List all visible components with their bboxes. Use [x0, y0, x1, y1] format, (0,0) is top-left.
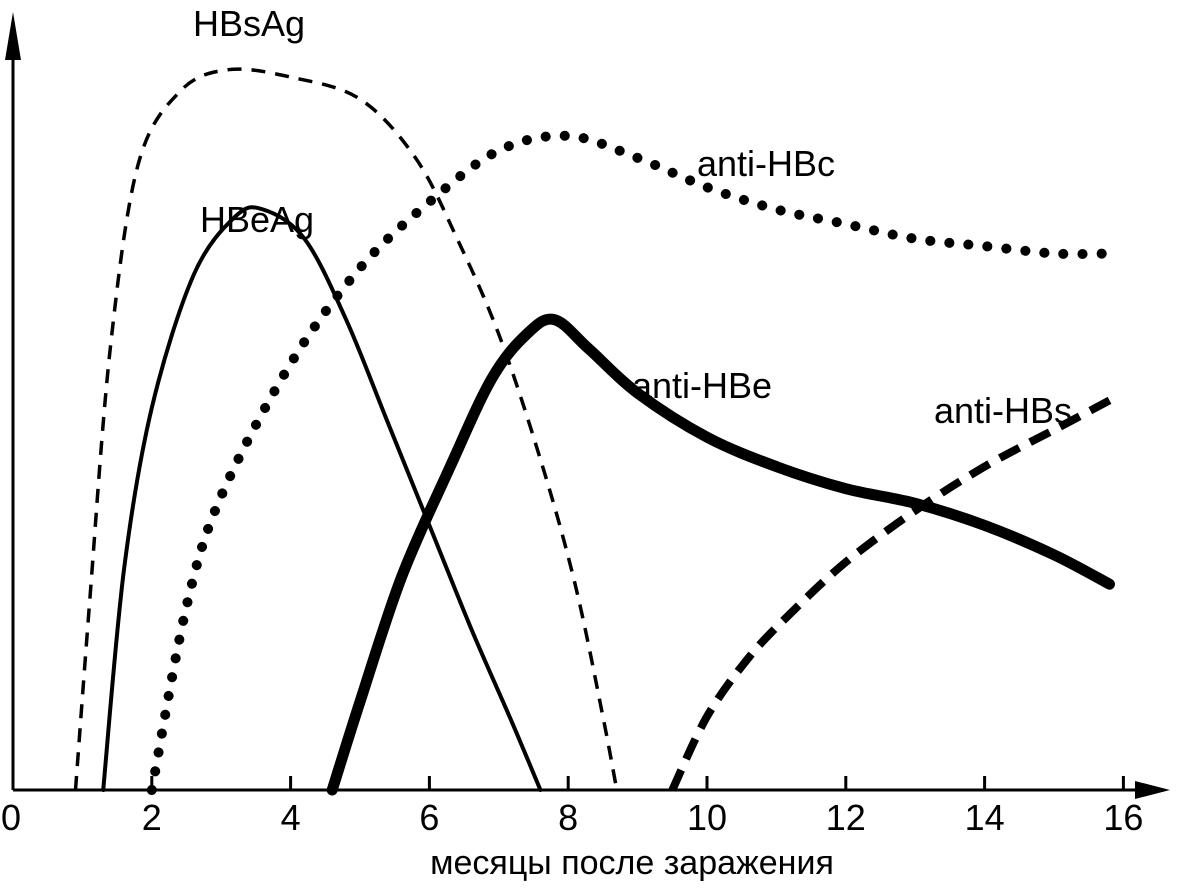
series-label-anti-hbs: anti-HBs: [934, 390, 1072, 431]
x-axis-label: месяцы после заражения: [430, 844, 834, 882]
x-tick-label: 8: [558, 797, 578, 838]
x-tick-label: 2: [142, 797, 162, 838]
series-line-anti-hbs: [668, 396, 1112, 792]
x-tick-label: 4: [281, 797, 301, 838]
x-tick-label: 12: [826, 797, 866, 838]
x-ticks: 0 2 4 6 8 10 12 14 16: [1, 776, 1143, 838]
series-line-hbeag: [101, 205, 543, 792]
axes: [5, 12, 1170, 799]
series-label-anti-hbc: anti-HBc: [697, 143, 835, 184]
series-layer: [73, 67, 1115, 796]
series-label-hbsag: HBsAg: [193, 3, 305, 44]
series-labels: HBsAg HBeAg anti-HBc anti-HBe anti-HBs: [193, 3, 1072, 431]
x-tick-label: 10: [687, 797, 727, 838]
series-label-anti-hbe: anti-HBe: [632, 365, 772, 406]
series-line-hbsag: [73, 67, 619, 791]
x-tick-label: 16: [1103, 797, 1143, 838]
y-axis-arrow-icon: [5, 12, 21, 60]
series-line-anti-hbe: [326, 313, 1115, 796]
x-tick-label: 0: [1, 797, 21, 838]
series-label-hbeag: HBeAg: [200, 199, 314, 240]
series-line-anti-hbc: [146, 130, 1115, 795]
x-tick-label: 6: [419, 797, 439, 838]
x-axis-arrow-icon: [1135, 781, 1170, 799]
x-tick-label: 14: [965, 797, 1005, 838]
